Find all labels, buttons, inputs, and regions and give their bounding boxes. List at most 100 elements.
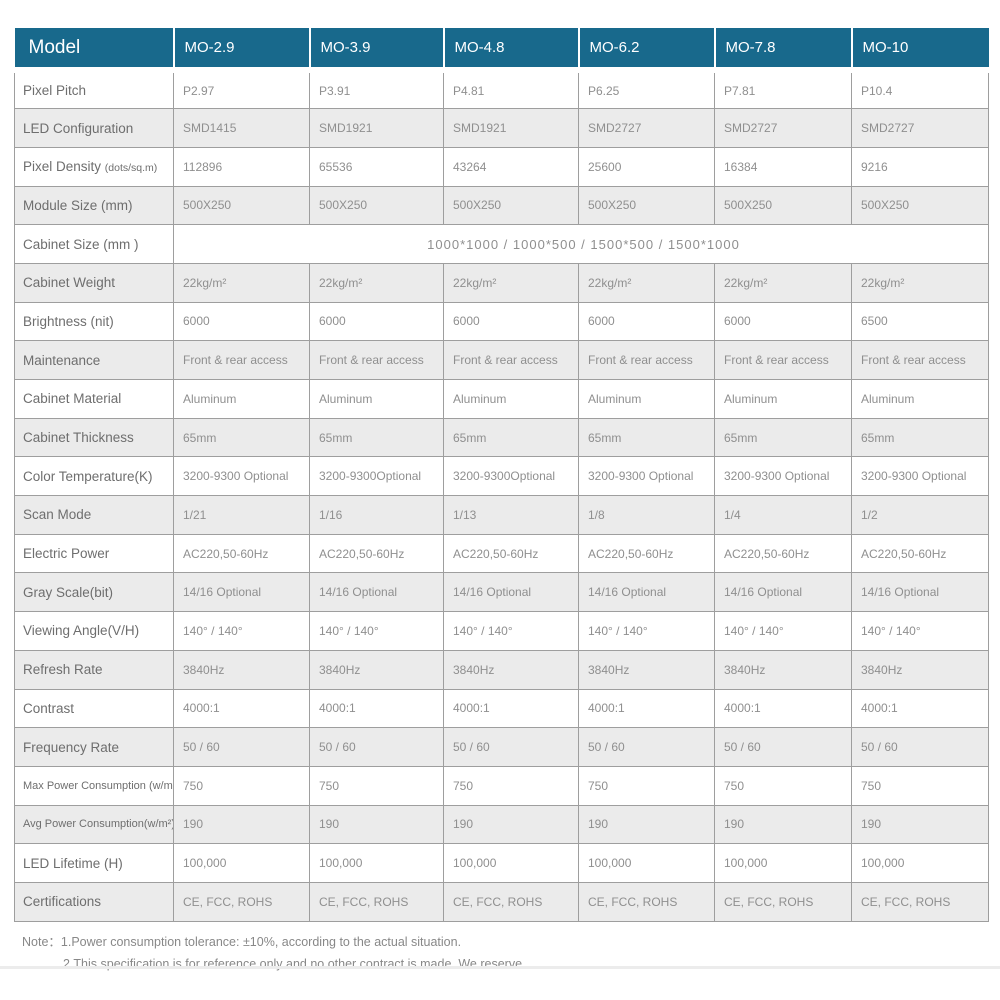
value-cell: 750 bbox=[443, 765, 579, 806]
value-cell: 4000:1 bbox=[173, 688, 310, 729]
row-label: LED Configuration bbox=[14, 108, 174, 148]
value-cell: P7.81 bbox=[714, 69, 852, 110]
value-cell: 190 bbox=[714, 804, 852, 845]
value-cell: 4000:1 bbox=[578, 688, 715, 729]
value-cell: 1/8 bbox=[578, 495, 715, 535]
value-cell: 500X250 bbox=[578, 185, 715, 226]
row-label: Gray Scale(bit) bbox=[14, 572, 174, 613]
value-cell: 3200-9300 Optional bbox=[714, 456, 852, 497]
table-row: Cabinet Size (mm ) 1000*1000 / 1000*500 /… bbox=[14, 224, 989, 264]
value-cell: 50 / 60 bbox=[173, 727, 310, 767]
value-cell: 4000:1 bbox=[309, 688, 444, 729]
value-cell: 100,000 bbox=[714, 843, 852, 883]
value-cell: 140° / 140° bbox=[714, 611, 852, 651]
value-cell: 50 / 60 bbox=[714, 727, 852, 767]
value-cell: P2.97 bbox=[173, 69, 310, 110]
value-cell: 6000 bbox=[443, 301, 579, 342]
value-cell: 190 bbox=[443, 804, 579, 845]
value-cell: 3200-9300Optional bbox=[443, 456, 579, 497]
value-cell: 50 / 60 bbox=[309, 727, 444, 767]
row-label: Cabinet Weight bbox=[14, 262, 174, 303]
value-cell: 22kg/m² bbox=[851, 262, 989, 303]
value-cell: SMD1921 bbox=[309, 108, 444, 148]
value-cell: 65mm bbox=[309, 417, 444, 458]
value-cell: 500X250 bbox=[443, 185, 579, 226]
value-cell: Front & rear access bbox=[714, 340, 852, 380]
value-cell: Front & rear access bbox=[851, 340, 989, 380]
column-header-mo-10: MO-10 bbox=[851, 28, 989, 73]
row-label-unit: (dots/sq.m) bbox=[104, 162, 158, 175]
value-cell: SMD2727 bbox=[714, 108, 852, 148]
row-label: Cabinet Material bbox=[14, 379, 174, 419]
value-cell: P3.91 bbox=[309, 69, 444, 110]
value-cell: 1/4 bbox=[714, 495, 852, 535]
value-cell: 750 bbox=[309, 765, 444, 806]
column-header-mo-4.8: MO-4.8 bbox=[443, 28, 580, 73]
value-cell: 750 bbox=[173, 765, 310, 806]
value-cell: 3200-9300 Optional bbox=[173, 456, 310, 497]
note-text-1: 1.Power consumption tolerance: ±10%, acc… bbox=[60, 935, 462, 949]
row-label: Avg Power Consumption(w/m²) bbox=[14, 804, 174, 845]
value-cell: 65mm bbox=[173, 417, 310, 458]
value-cell: 1/21 bbox=[173, 495, 310, 535]
value-cell: 65mm bbox=[851, 417, 989, 458]
value-cell: AC220,50-60Hz bbox=[443, 533, 579, 574]
table-row: Max Power Consumption (w/m²) 750 750 750 750… bbox=[14, 765, 989, 806]
value-cell: Aluminum bbox=[578, 379, 715, 419]
value-cell: 6000 bbox=[714, 301, 852, 342]
table-row: Pixel Density (dots/sq.m) 112896 65536 4326… bbox=[14, 146, 989, 187]
table-row: Module Size (mm) 500X250 500X250 500X250 500… bbox=[14, 185, 989, 226]
value-cell: 3840Hz bbox=[714, 649, 852, 690]
row-label: Pixel Density (dots/sq.m) bbox=[14, 146, 174, 187]
model-header-cell: Model bbox=[14, 28, 175, 73]
value-cell: 3840Hz bbox=[578, 649, 715, 690]
value-cell: 190 bbox=[578, 804, 715, 845]
column-header-mo-7.8: MO-7.8 bbox=[714, 28, 853, 73]
value-cell: 190 bbox=[173, 804, 310, 845]
value-cell: 22kg/m² bbox=[443, 262, 579, 303]
value-cell: 190 bbox=[309, 804, 444, 845]
value-cell: 500X250 bbox=[173, 185, 310, 226]
value-cell: 65mm bbox=[578, 417, 715, 458]
value-cell: 6000 bbox=[578, 301, 715, 342]
value-cell: 100,000 bbox=[578, 843, 715, 883]
value-cell: 4000:1 bbox=[851, 688, 989, 729]
table-row: Cabinet Material Aluminum Aluminum Aluminum… bbox=[14, 379, 989, 419]
row-label: Max Power Consumption (w/m²) bbox=[14, 765, 174, 806]
value-cell: 6000 bbox=[309, 301, 444, 342]
table-row: Avg Power Consumption(w/m²) 190 190 190 190 1… bbox=[14, 804, 989, 845]
value-cell: 140° / 140° bbox=[851, 611, 989, 651]
value-cell: AC220,50-60Hz bbox=[173, 533, 310, 574]
row-label: Maintenance bbox=[14, 340, 174, 380]
table-row: LED Lifetime (H) 100,000 100,000 100,000 100… bbox=[14, 843, 989, 883]
value-cell: 750 bbox=[714, 765, 852, 806]
value-cell: 500X250 bbox=[309, 185, 444, 226]
table-row: LED Configuration SMD1415 SMD1921 SMD1921 SM… bbox=[14, 108, 989, 148]
value-cell: 500X250 bbox=[851, 185, 989, 226]
row-label: Brightness (nit) bbox=[14, 301, 174, 342]
table-row: Electric Power AC220,50-60Hz AC220,50-60Hz… bbox=[14, 533, 989, 574]
table-row: Maintenance Front & rear access Front & re… bbox=[14, 340, 989, 380]
value-cell: 16384 bbox=[714, 146, 852, 187]
table-row: Cabinet Thickness 65mm 65mm 65mm 65mm 65mm 65m… bbox=[14, 417, 989, 458]
value-cell: 65mm bbox=[443, 417, 579, 458]
row-label: Scan Mode bbox=[14, 495, 174, 535]
value-cell: 1/13 bbox=[443, 495, 579, 535]
value-cell: 140° / 140° bbox=[443, 611, 579, 651]
value-cell: AC220,50-60Hz bbox=[309, 533, 444, 574]
table-row: Scan Mode 1/21 1/16 1/13 1/8 1/4 1/2 bbox=[14, 495, 989, 535]
value-cell: CE, FCC, ROHS bbox=[173, 881, 310, 922]
value-cell: 22kg/m² bbox=[173, 262, 310, 303]
table-row: Gray Scale(bit) 14/16 Optional 14/16 Optio… bbox=[14, 572, 989, 613]
value-cell: Front & rear access bbox=[443, 340, 579, 380]
value-cell: 22kg/m² bbox=[309, 262, 444, 303]
value-cell: 3200-9300 Optional bbox=[578, 456, 715, 497]
value-cell: 100,000 bbox=[851, 843, 989, 883]
column-header-mo-2.9: MO-2.9 bbox=[173, 28, 311, 73]
value-cell: 9216 bbox=[851, 146, 989, 187]
spec-table: Model MO-2.9 MO-3.9 MO-4.8 MO-6.2 MO-7.8 MO-10… bbox=[14, 28, 989, 922]
note-text-2: 2.This specification is for reference on… bbox=[63, 957, 523, 971]
value-cell: 50 / 60 bbox=[578, 727, 715, 767]
row-label: Contrast bbox=[14, 688, 174, 729]
row-label: Module Size (mm) bbox=[14, 185, 174, 226]
